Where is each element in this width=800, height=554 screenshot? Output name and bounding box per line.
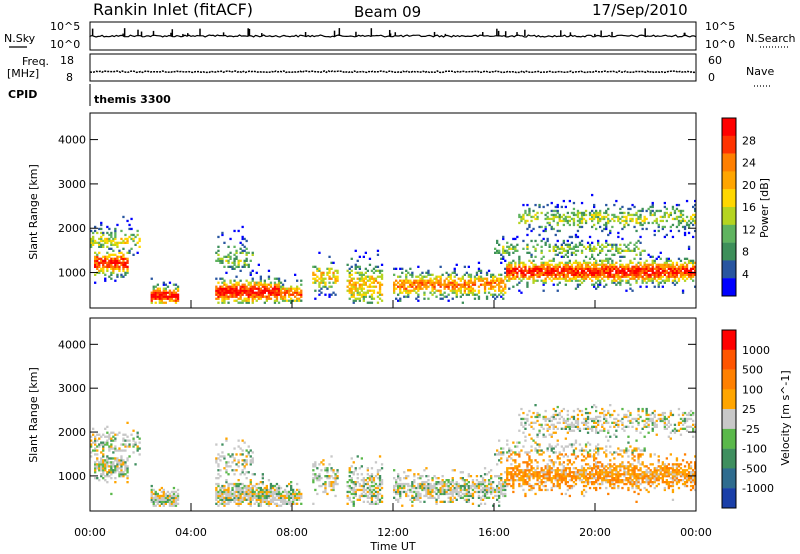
x-axis-label: Time UT (369, 540, 415, 553)
colorbar-tick: -100 (742, 443, 767, 456)
colorbar-swatch (722, 349, 736, 370)
x-tick-label: 20:00 (579, 526, 611, 539)
colorbar-swatch (722, 428, 736, 449)
x-tick-label: 00:00 (74, 526, 106, 539)
colorbar-swatch (722, 118, 736, 136)
freq-label: Freq. (22, 55, 49, 68)
y-tick-label: 2000 (58, 222, 86, 235)
power-colorbar-label: Power [dB] (758, 178, 771, 238)
colorbar-swatch (722, 448, 736, 469)
nave-tick-high: 60 (708, 54, 722, 67)
freq-trace (89, 70, 697, 74)
colorbar-tick: -500 (742, 462, 767, 475)
colorbar-swatch (722, 488, 736, 509)
colorbar-swatch (722, 389, 736, 410)
y-tick-label: 1000 (58, 470, 86, 483)
x-tick-label: 08:00 (276, 526, 308, 539)
colorbar-swatch (722, 189, 736, 208)
colorbar-swatch (722, 468, 736, 489)
nsky-label: N.Sky (4, 32, 36, 45)
colorbar-swatch (722, 207, 736, 225)
colorbar-tick: 28 (742, 134, 756, 147)
power-y-ticks: 1000 2000 3000 4000 (58, 134, 696, 280)
y-tick-label: 2000 (58, 426, 86, 439)
colorbar-tick: 4 (742, 268, 749, 281)
colorbar-tick: 1000 (742, 344, 770, 357)
y-tick-label: 4000 (58, 338, 86, 351)
colorbar-tick: 12 (742, 223, 756, 236)
power-y-axis-label: Slant Range [km] (27, 164, 40, 260)
colorbar-tick: -1000 (742, 482, 774, 495)
cpid-label: CPID (8, 88, 37, 101)
colorbar-tick: 100 (742, 383, 763, 396)
colorbar-swatch (722, 135, 736, 154)
x-tick-label: 16:00 (478, 526, 510, 539)
colorbar-tick: 8 (742, 246, 749, 259)
colorbar-swatch (722, 153, 736, 172)
nsky-tick-high: 10^5 (50, 20, 80, 33)
nsky-trace (89, 28, 697, 38)
y-tick-label: 1000 (58, 267, 86, 280)
date-label: 17/Sep/2010 (592, 1, 688, 19)
velocity-heatmap (90, 404, 697, 507)
velocity-y-ticks: 1000 2000 3000 4000 (58, 338, 696, 483)
nave-label: Nave (746, 65, 774, 78)
nsky-tick-low: 10^0 (50, 38, 80, 51)
cpid-value: themis 3300 (94, 93, 171, 106)
power-colorbar: 4 8 12 16 20 24 28 (721, 117, 756, 297)
colorbar-swatch (722, 369, 736, 390)
colorbar-tick: 25 (742, 403, 756, 416)
colorbar-tick: 500 (742, 364, 763, 377)
colorbar-swatch (722, 224, 736, 243)
y-tick-label: 3000 (58, 178, 86, 191)
nsearch-tick-low: 10^0 (705, 38, 735, 51)
colorbar-swatch (722, 409, 736, 430)
velocity-colorbar: 1000 500 100 25 -25 -100 -500 -1000 (721, 329, 774, 509)
y-tick-label: 4000 (58, 134, 86, 147)
colorbar-swatch (722, 171, 736, 190)
y-tick-label: 3000 (58, 382, 86, 395)
beam-label: Beam 09 (354, 3, 421, 21)
colorbar-tick: -25 (742, 423, 760, 436)
colorbar-swatch (722, 330, 736, 350)
nsearch-tick-high: 10^5 (705, 20, 735, 33)
nave-tick-low: 0 (708, 71, 715, 84)
freq-tick-low: 8 (66, 71, 73, 84)
freq-unit-label: [MHz] (7, 67, 39, 80)
nsearch-label: N.Search (746, 32, 796, 45)
colorbar-swatch (722, 278, 736, 297)
velocity-y-axis-label: Slant Range [km] (27, 367, 40, 463)
colorbar-swatch (722, 260, 736, 279)
freq-panel-frame (89, 53, 697, 82)
x-tick-label: 12:00 (377, 526, 409, 539)
velocity-colorbar-label: Velocity [m s^-1] (779, 370, 792, 465)
x-tick-label: 04:00 (175, 526, 207, 539)
station-title: Rankin Inlet (fitACF) (93, 0, 253, 19)
x-axis-ticks: 00:00 04:00 08:00 12:00 16:00 20:00 00:00 (74, 300, 712, 539)
colorbar-tick: 16 (742, 201, 756, 214)
colorbar-swatch (722, 242, 736, 261)
freq-tick-high: 18 (60, 54, 74, 67)
power-heatmap (90, 193, 697, 304)
colorbar-tick: 20 (742, 179, 756, 192)
colorbar-tick: 24 (742, 157, 756, 170)
x-tick-label: 00:00 (680, 526, 712, 539)
